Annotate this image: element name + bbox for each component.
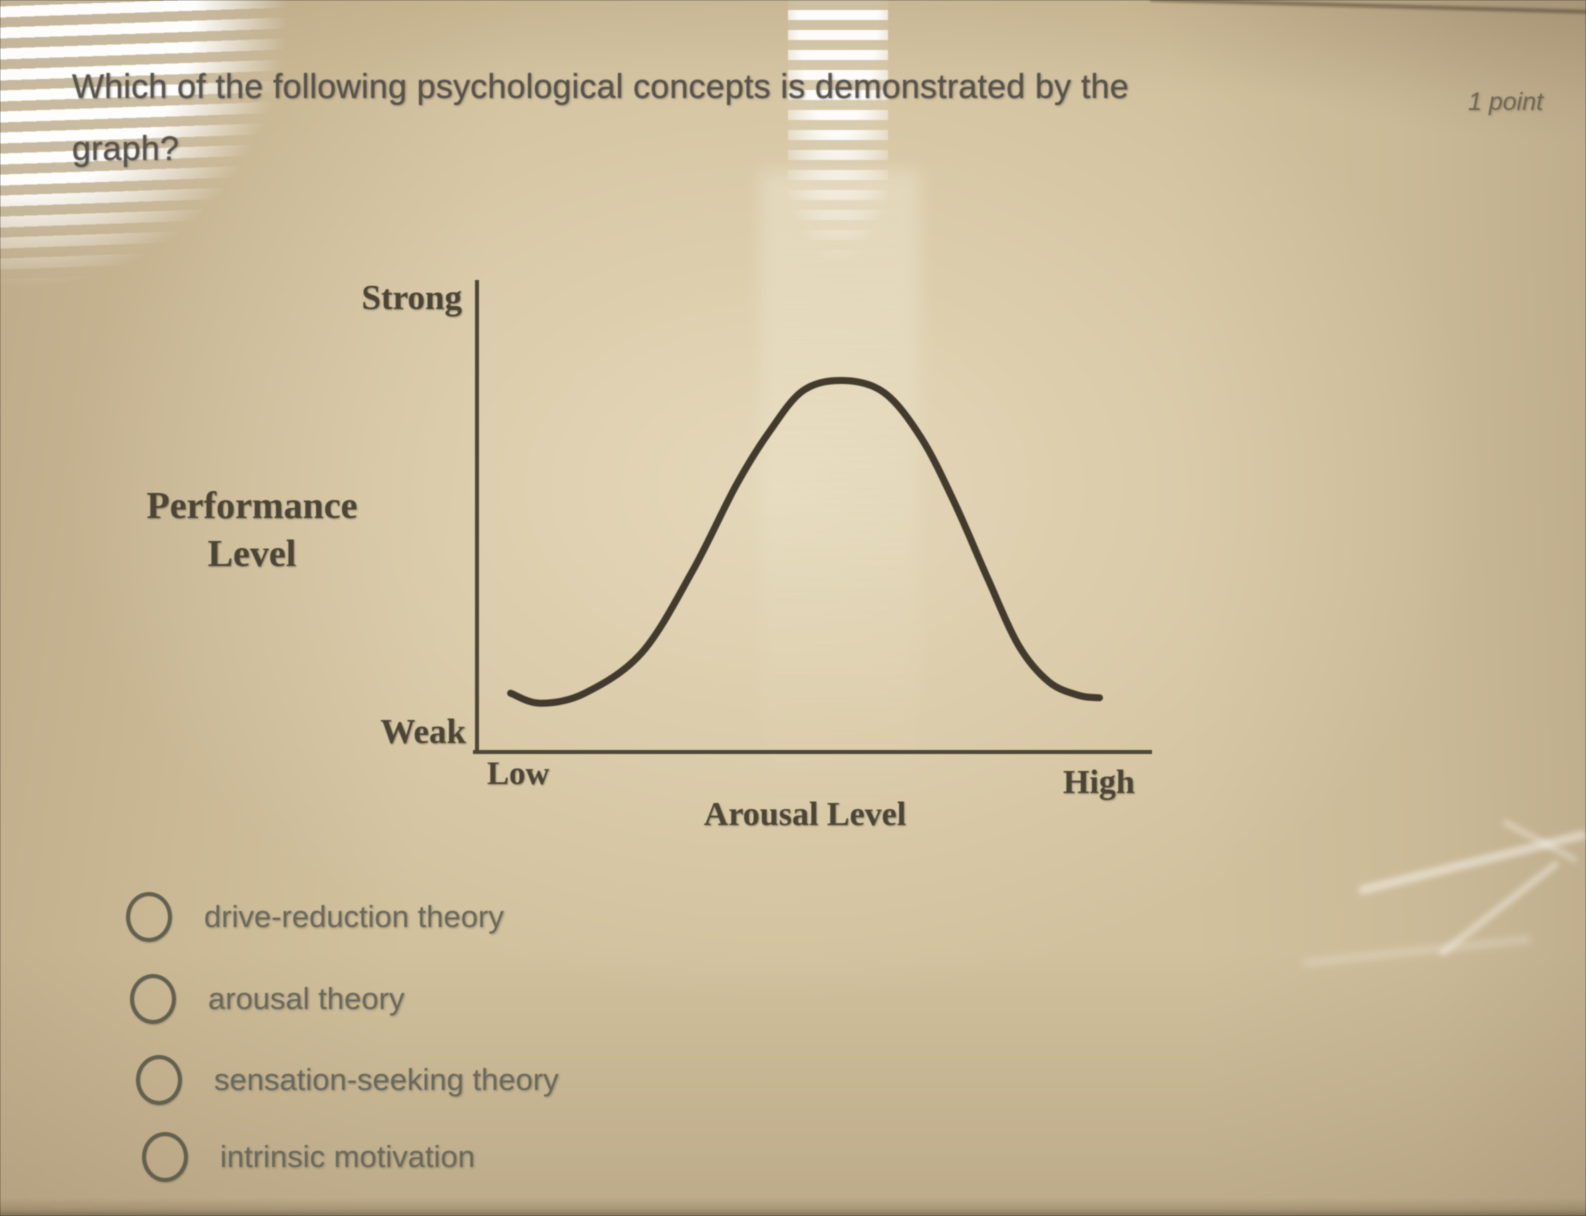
y-axis-top-tick-label: Strong <box>361 278 463 317</box>
y-axis-title-line1: Performance <box>146 485 358 527</box>
question-text-line1: Which of the following psychological con… <box>72 68 1129 106</box>
option-label[interactable]: arousal theory <box>208 981 405 1016</box>
option-row-intrinsic-motivation[interactable]: intrinsic motivation <box>142 1132 475 1182</box>
option-label[interactable]: sensation-seeking theory <box>214 1062 559 1097</box>
option-label[interactable]: intrinsic motivation <box>220 1139 475 1174</box>
y-axis-title: Performance Level <box>140 482 364 578</box>
option-label[interactable]: drive-reduction theory <box>204 899 504 934</box>
radio-icon[interactable] <box>126 892 172 942</box>
blinds-glare-top-center <box>788 0 888 305</box>
x-axis-left-tick-label: Low <box>487 756 550 792</box>
blinds-glare-top-left <box>0 0 320 370</box>
x-axis-title: Arousal Level <box>703 796 907 833</box>
points-badge: 1 point <box>1468 88 1544 116</box>
radio-icon[interactable] <box>136 1055 182 1105</box>
x-axis-right-tick-label: High <box>1063 764 1135 801</box>
y-axis-title-line2: Level <box>207 533 297 575</box>
y-axis-bottom-tick-label: Weak <box>380 712 466 751</box>
question-text-line2: graph? <box>72 130 180 168</box>
radio-icon[interactable] <box>142 1132 188 1182</box>
option-row-arousal[interactable]: arousal theory <box>130 974 405 1024</box>
option-row-sensation-seeking[interactable]: sensation-seeking theory <box>136 1055 559 1105</box>
inverted-u-curve <box>507 376 1103 707</box>
radio-icon[interactable] <box>130 974 176 1024</box>
option-row-drive-reduction[interactable]: drive-reduction theory <box>126 892 504 942</box>
